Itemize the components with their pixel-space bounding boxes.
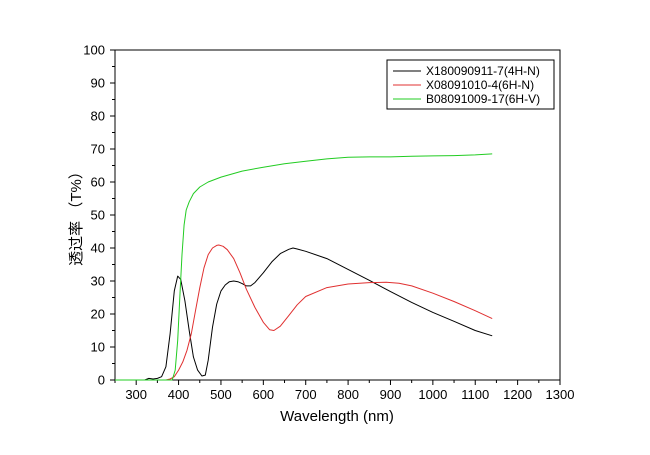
y-tick-label: 100 bbox=[83, 43, 105, 58]
legend-label: B08091009-17(6H-V) bbox=[426, 92, 540, 106]
x-tick-label: 1100 bbox=[461, 387, 489, 402]
legend: X180090911-7(4H-N)X08091010-4(6H-N)B0809… bbox=[386, 59, 555, 110]
y-tick-label: 70 bbox=[91, 142, 105, 157]
x-tick-label: 400 bbox=[168, 387, 190, 402]
x-tick-label: 700 bbox=[295, 387, 317, 402]
x-tick-label: 1000 bbox=[418, 387, 447, 402]
x-axis-title: Wavelength (nm) bbox=[280, 408, 394, 425]
y-tick-label: 10 bbox=[91, 340, 105, 355]
x-tick-label: 600 bbox=[252, 387, 274, 402]
series-line-2 bbox=[115, 244, 493, 381]
x-tick-label: 800 bbox=[337, 387, 359, 402]
series-line-3 bbox=[115, 153, 493, 381]
x-tick-label: 1200 bbox=[503, 387, 532, 402]
y-axis-ticks: 0 10 20 30 40 50 60 70 80 90 100 bbox=[83, 43, 115, 388]
y-axis-title: 透过率 （T%） bbox=[68, 164, 85, 266]
x-tick-label: 900 bbox=[380, 387, 402, 402]
y-tick-label: 40 bbox=[91, 241, 105, 256]
x-tick-label: 300 bbox=[125, 387, 147, 402]
y-tick-label: 30 bbox=[91, 274, 105, 289]
y-tick-label: 80 bbox=[91, 109, 105, 124]
y-tick-label: 20 bbox=[91, 307, 105, 322]
series-line-1 bbox=[115, 247, 493, 381]
legend-label: X08091010-4(6H-N) bbox=[426, 78, 534, 92]
series-lines bbox=[115, 153, 493, 381]
legend-label: X180090911-7(4H-N) bbox=[426, 64, 540, 78]
x-tick-label: 1300 bbox=[546, 387, 575, 402]
y-tick-label: 50 bbox=[91, 208, 105, 223]
y-tick-label: 0 bbox=[98, 373, 105, 388]
y-tick-label: 60 bbox=[91, 175, 105, 190]
x-axis-ticks: 300 400 500 600 700 800 900 1000 1100 1200 1300 bbox=[114, 380, 575, 402]
y-tick-label: 90 bbox=[91, 76, 105, 91]
x-tick-label: 500 bbox=[210, 387, 232, 402]
